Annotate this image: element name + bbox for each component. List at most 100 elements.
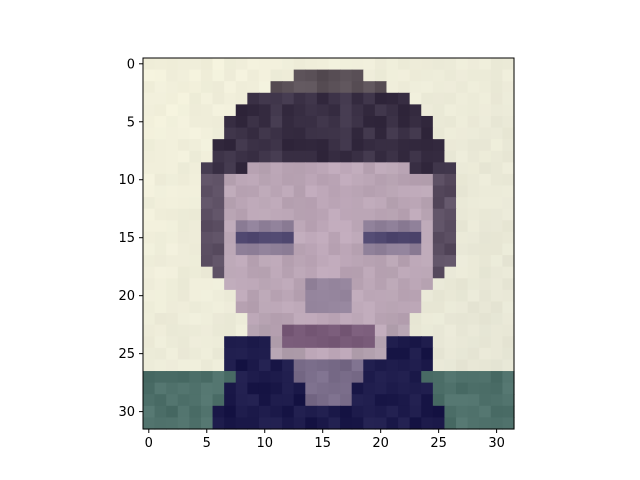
pixel — [235, 371, 248, 384]
pixel — [398, 371, 411, 384]
pixel — [154, 417, 167, 430]
pixel — [189, 58, 202, 71]
pixel — [398, 104, 411, 117]
pixel — [479, 92, 492, 105]
pixel — [200, 417, 214, 430]
pixel — [421, 197, 434, 210]
pixel — [224, 104, 237, 117]
pixel — [421, 405, 434, 419]
pixel — [467, 417, 480, 430]
pixel — [351, 359, 364, 372]
pixel — [235, 266, 248, 279]
y-tick-label: 20 — [118, 289, 135, 304]
pixel — [258, 104, 272, 117]
pixel — [212, 382, 225, 395]
pixel — [200, 359, 214, 372]
pixel — [421, 185, 434, 198]
pixel — [258, 173, 272, 187]
pixel — [328, 324, 341, 337]
pixel — [374, 208, 388, 221]
pixel — [340, 313, 353, 326]
pixel — [340, 150, 353, 163]
pixel — [189, 301, 202, 314]
pixel — [328, 371, 341, 384]
y-tick-label: 15 — [118, 231, 135, 246]
pixel — [363, 243, 376, 256]
pixel — [421, 150, 434, 163]
pixel — [409, 58, 422, 71]
pixel — [363, 81, 376, 94]
pixel — [398, 185, 411, 198]
pixel — [456, 371, 469, 384]
pixel — [235, 127, 248, 140]
pixel — [293, 382, 306, 395]
pixel — [351, 115, 364, 129]
pixel — [456, 162, 469, 175]
pixel — [316, 336, 330, 349]
pixel — [212, 243, 225, 256]
pixel — [351, 278, 364, 291]
pixel — [374, 58, 388, 71]
pixel — [154, 127, 167, 140]
pixel — [270, 313, 283, 326]
pixel — [409, 173, 422, 187]
pixel — [224, 243, 237, 256]
pixel — [351, 382, 364, 395]
pixel — [479, 359, 492, 372]
y-tick-label: 5 — [127, 115, 135, 130]
pixel — [421, 382, 434, 395]
pixel — [456, 173, 469, 187]
pixel — [432, 173, 446, 187]
pixel — [374, 394, 388, 407]
pixel — [456, 313, 469, 326]
pixel — [258, 301, 272, 314]
pixel — [143, 208, 156, 221]
pixel — [154, 115, 167, 129]
pixel — [212, 336, 225, 349]
pixel — [282, 336, 295, 349]
pixel — [235, 231, 248, 245]
pixel — [398, 150, 411, 163]
pixel — [166, 405, 179, 419]
pixel — [502, 150, 515, 163]
pixel — [479, 185, 492, 198]
pixel — [490, 173, 504, 187]
pixel — [374, 347, 388, 361]
pixel — [200, 104, 214, 117]
pixel — [351, 69, 364, 82]
pixel — [374, 92, 388, 105]
pixel — [386, 127, 399, 140]
pixel — [398, 69, 411, 82]
pixel — [235, 69, 248, 82]
pixel — [456, 266, 469, 279]
pixel — [293, 289, 306, 303]
pixel — [444, 231, 457, 245]
pixel — [316, 266, 330, 279]
pixel — [398, 115, 411, 129]
pixel — [421, 92, 434, 105]
pixel — [444, 220, 457, 233]
pixel — [386, 313, 399, 326]
pixel — [479, 231, 492, 245]
pixel — [258, 81, 272, 94]
pixel — [502, 92, 515, 105]
pixel — [409, 266, 422, 279]
pixel — [282, 139, 295, 152]
pixel — [351, 58, 364, 71]
pixel — [143, 347, 156, 361]
pixel — [247, 104, 260, 117]
pixel — [374, 324, 388, 337]
pixel — [421, 347, 434, 361]
pixel — [154, 359, 167, 372]
pixel — [490, 139, 504, 152]
pixel — [154, 313, 167, 326]
pixel — [502, 255, 515, 268]
pixel — [340, 81, 353, 94]
pixel — [363, 336, 376, 349]
pixel — [444, 150, 457, 163]
pixel — [374, 359, 388, 372]
pixel — [166, 69, 179, 82]
pixel — [177, 197, 190, 210]
pixel — [386, 301, 399, 314]
pixel — [224, 139, 237, 152]
